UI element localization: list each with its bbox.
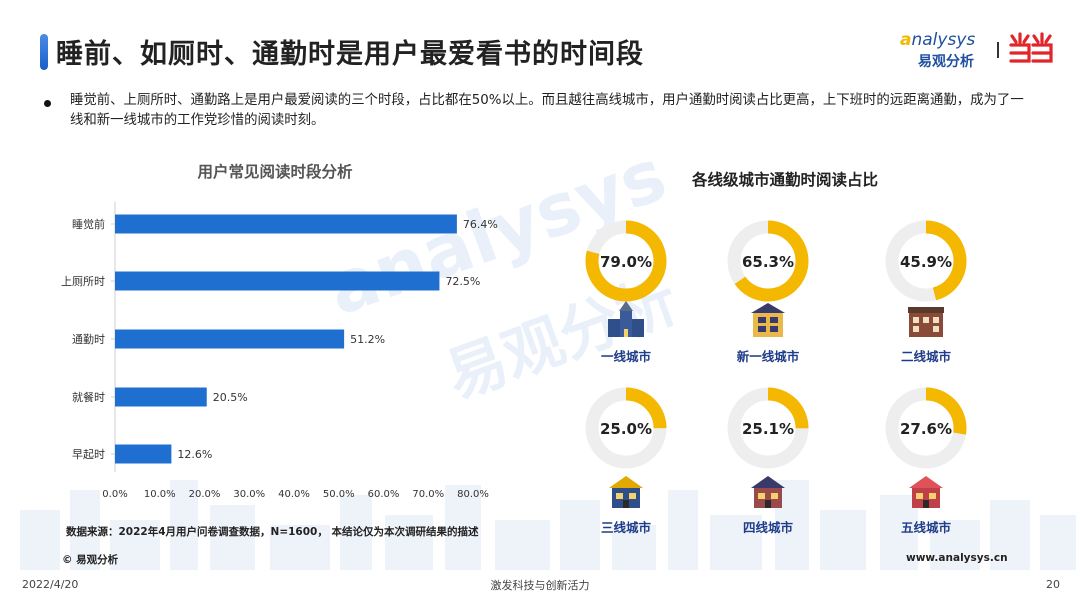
page-title: 睡前、如厕时、通勤时是用户最爱看书的时间段 — [56, 39, 644, 70]
donut-item: 25.0% 三线城市 — [585, 387, 667, 535]
category-label: 早起时 — [72, 448, 105, 461]
bullet-dot — [44, 100, 51, 107]
dangdang-logo-icon — [1009, 32, 1053, 63]
title-accent-bar — [40, 34, 48, 70]
mansion-building-icon — [751, 303, 785, 337]
x-tick-label: 0.0% — [102, 489, 127, 500]
townhouse-building-icon — [908, 307, 944, 337]
house-building-icon — [609, 476, 643, 508]
donut-slice — [585, 220, 667, 302]
value-label: 51.2% — [350, 333, 385, 346]
category-label: 睡觉前 — [72, 217, 105, 231]
page-number: 20 — [1046, 578, 1060, 591]
city-tier-label: 二线城市 — [901, 349, 952, 364]
data-source-note: 数据来源：2022年4月用户问卷调查数据，N=1600， 本结论仅为本次调研结果… — [66, 526, 479, 538]
donut-value-label: 79.0% — [600, 253, 652, 271]
analysys-logo: analysys 易观分析 — [900, 30, 988, 70]
value-label: 12.6% — [177, 448, 212, 461]
donut-chart-title: 各线级城市通勤时阅读占比 — [691, 171, 878, 189]
summary-text: 睡觉前、上厕所时、通勤路上是用户最爱阅读的三个时段，占比都在50%以上。而且越往… — [70, 93, 1024, 128]
city-commute-donut-charts: 79.0%一线城市65.3%新一线城市45.9%二线城市25.0%三线城市25.… — [585, 220, 967, 535]
x-tick-label: 30.0% — [233, 489, 265, 500]
x-tick-label: 60.0% — [368, 489, 400, 500]
value-label: 72.5% — [445, 275, 480, 288]
value-label: 76.4% — [463, 218, 498, 231]
logo-english: analysys — [900, 30, 976, 50]
city-tier-label: 一线城市 — [601, 349, 652, 364]
bar — [115, 444, 172, 464]
church-building-icon — [608, 301, 644, 337]
donut-slice — [885, 387, 967, 469]
donut-value-label: 27.6% — [900, 420, 952, 438]
donut-slice — [727, 387, 809, 469]
donut-item: 27.6% 五线城市 — [885, 387, 967, 535]
footer-date: 2022/4/20 — [22, 578, 79, 591]
copyright: © 易观分析 — [62, 554, 119, 566]
bar — [115, 387, 207, 407]
bar-chart-title: 用户常见阅读时段分析 — [197, 163, 353, 181]
donut-value-label: 25.0% — [600, 420, 652, 438]
donut-value-label: 25.1% — [742, 420, 794, 438]
x-tick-label: 80.0% — [457, 489, 489, 500]
city-tier-label: 三线城市 — [601, 520, 652, 535]
footer-slogan: 激发科技与创新活力 — [490, 579, 590, 592]
donut-value-label: 65.3% — [742, 253, 794, 271]
city-tier-label: 四线城市 — [743, 520, 794, 535]
donut-slice — [885, 220, 967, 302]
x-tick-label: 40.0% — [278, 489, 310, 500]
category-label: 通勤时 — [72, 333, 105, 346]
donut-item: 65.3% 新一线城市 — [727, 220, 809, 364]
logo-divider — [997, 42, 999, 58]
x-tick-label: 10.0% — [144, 489, 176, 500]
donut-slice — [585, 387, 667, 469]
category-label: 上厕所时 — [61, 275, 105, 288]
bar — [115, 271, 440, 291]
donut-item: 79.0% 一线城市 — [585, 220, 667, 364]
website-link[interactable]: www.analysys.cn — [906, 552, 1008, 564]
bar — [115, 214, 457, 234]
donut-value-label: 45.9% — [900, 253, 952, 271]
reading-time-bar-chart: 睡觉前 76.4% 上厕所时 72.5% 通勤时 51.2% 就餐时 20.5% 早起时 12.6… — [61, 202, 498, 500]
x-tick-label: 20.0% — [189, 489, 221, 500]
value-label: 20.5% — [213, 391, 248, 404]
small-house-icon — [909, 476, 943, 508]
x-tick-label: 70.0% — [412, 489, 444, 500]
logo-chinese: 易观分析 — [918, 54, 974, 70]
donut-item: 25.1% 四线城市 — [727, 387, 809, 535]
donut-item: 45.9% 二线城市 — [885, 220, 967, 364]
donut-slice — [727, 220, 809, 302]
city-tier-label: 五线城市 — [901, 520, 952, 535]
cottage-building-icon — [751, 476, 785, 508]
x-tick-label: 50.0% — [323, 489, 355, 500]
category-label: 就餐时 — [72, 390, 105, 404]
bar — [115, 329, 345, 349]
city-tier-label: 新一线城市 — [737, 349, 800, 364]
